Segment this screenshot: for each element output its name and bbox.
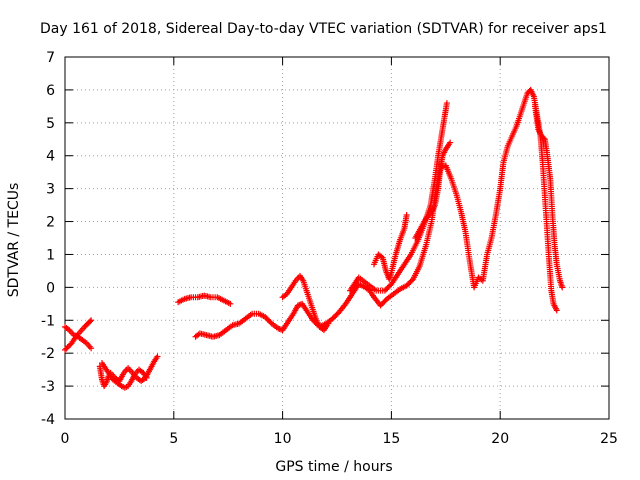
data-point <box>381 298 388 305</box>
y-tick-label: -3 <box>41 379 55 395</box>
y-tick-label: 3 <box>46 182 55 198</box>
data-point <box>88 345 95 352</box>
data-point <box>385 283 392 290</box>
x-axis-label: GPS time / hours <box>275 459 392 475</box>
x-tick-labels: 0 5 10 15 20 25 <box>61 431 618 447</box>
data-point <box>88 317 95 324</box>
data-point <box>227 300 234 307</box>
x-tick-label: 15 <box>382 431 400 447</box>
data-point <box>559 284 566 291</box>
data-point <box>310 317 317 324</box>
data-point <box>406 280 413 287</box>
data-point <box>63 345 70 352</box>
data-point <box>87 318 94 325</box>
data-point <box>64 344 71 351</box>
y-tick-label: 5 <box>46 116 55 132</box>
data-point <box>325 320 332 327</box>
data-point <box>443 100 450 107</box>
y-tick-label: 6 <box>46 83 55 99</box>
y-tick-labels: -4 -3 -2 -1 0 1 2 3 4 5 6 7 <box>41 50 55 428</box>
data-point <box>408 277 415 284</box>
chart-title: Day 161 of 2018, Sidereal Day-to-day VTE… <box>40 21 607 37</box>
x-tick-label: 25 <box>600 431 618 447</box>
grid-lines <box>65 57 609 419</box>
data-point <box>384 285 391 292</box>
data-point <box>332 312 339 319</box>
x-tick-label: 10 <box>274 431 292 447</box>
data-point <box>330 314 337 321</box>
data-point <box>447 139 454 146</box>
data-point <box>407 278 414 285</box>
data-point <box>264 316 271 323</box>
y-tick-label: 1 <box>46 247 55 263</box>
data-point <box>403 282 410 289</box>
data-point <box>380 299 387 306</box>
plot-frame <box>64 56 610 420</box>
data-point <box>378 301 385 308</box>
data-points <box>62 86 566 391</box>
data-point <box>381 287 388 294</box>
data-point <box>154 353 161 360</box>
y-tick-label: -4 <box>41 412 55 428</box>
x-tick-label: 5 <box>169 431 178 447</box>
y-tick-label: 4 <box>46 149 55 165</box>
data-point <box>333 311 340 318</box>
y-axis-label: SDTVAR / TECUs <box>6 183 22 298</box>
data-point <box>540 135 547 142</box>
data-point <box>383 286 390 293</box>
y-tick-label: -2 <box>41 346 55 362</box>
y-tick-label: 0 <box>46 280 55 296</box>
data-point <box>334 310 341 317</box>
data-point <box>377 302 384 309</box>
data-point <box>143 374 150 381</box>
axis-ticks <box>64 56 610 420</box>
data-point <box>262 313 269 320</box>
y-tick-label: -1 <box>41 313 55 329</box>
data-point <box>65 342 72 349</box>
data-point <box>266 317 273 324</box>
data-point <box>329 315 336 322</box>
y-tick-label: 2 <box>46 215 55 231</box>
y-tick-label: 7 <box>46 50 55 66</box>
x-tick-label: 20 <box>491 431 509 447</box>
data-point <box>263 315 270 322</box>
data-point <box>62 346 68 353</box>
data-point <box>403 211 410 218</box>
x-tick-label: 0 <box>61 431 70 447</box>
data-point <box>553 307 560 314</box>
data-point <box>404 281 411 288</box>
